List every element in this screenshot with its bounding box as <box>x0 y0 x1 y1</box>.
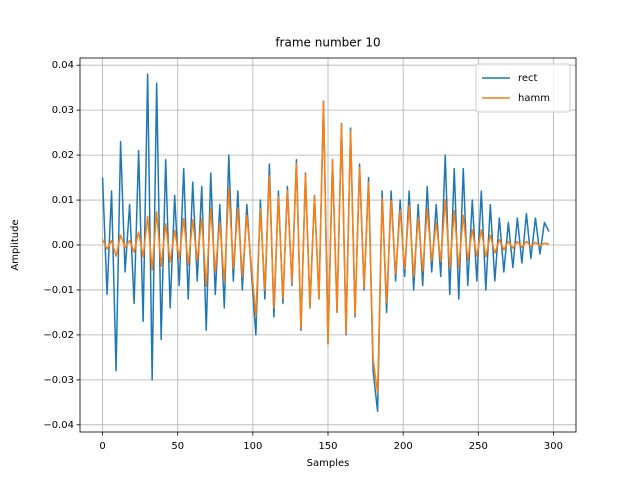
y-tick-label: −0.04 <box>43 420 74 431</box>
x-tick-label: 300 <box>544 441 563 452</box>
y-tick-label: −0.01 <box>43 285 74 296</box>
x-tick-label: 100 <box>243 441 262 452</box>
x-tick-label: 250 <box>469 441 488 452</box>
x-tick-label: 50 <box>171 441 184 452</box>
chart-title: frame number 10 <box>275 36 380 50</box>
legend-box <box>475 63 571 113</box>
y-axis-label: Amplitude <box>10 219 21 270</box>
y-tick-label: 0.04 <box>52 60 74 71</box>
x-tick-label: 150 <box>318 441 337 452</box>
series-line <box>101 100 550 394</box>
x-tick-label: 0 <box>99 441 105 452</box>
y-tick-label: −0.02 <box>43 330 74 341</box>
y-tick-label: 0.01 <box>52 195 74 206</box>
y-tick-label: 0.03 <box>52 105 74 116</box>
legend-label: hamm <box>518 93 550 104</box>
y-tick-label: 0.00 <box>52 240 74 251</box>
plot-frame <box>79 57 577 433</box>
x-axis-label: Samples <box>307 458 350 469</box>
y-tick-label: 0.02 <box>52 150 74 161</box>
y-tick-label: −0.03 <box>43 375 74 386</box>
x-tick-label: 200 <box>394 441 413 452</box>
legend-label: rect <box>518 73 538 84</box>
